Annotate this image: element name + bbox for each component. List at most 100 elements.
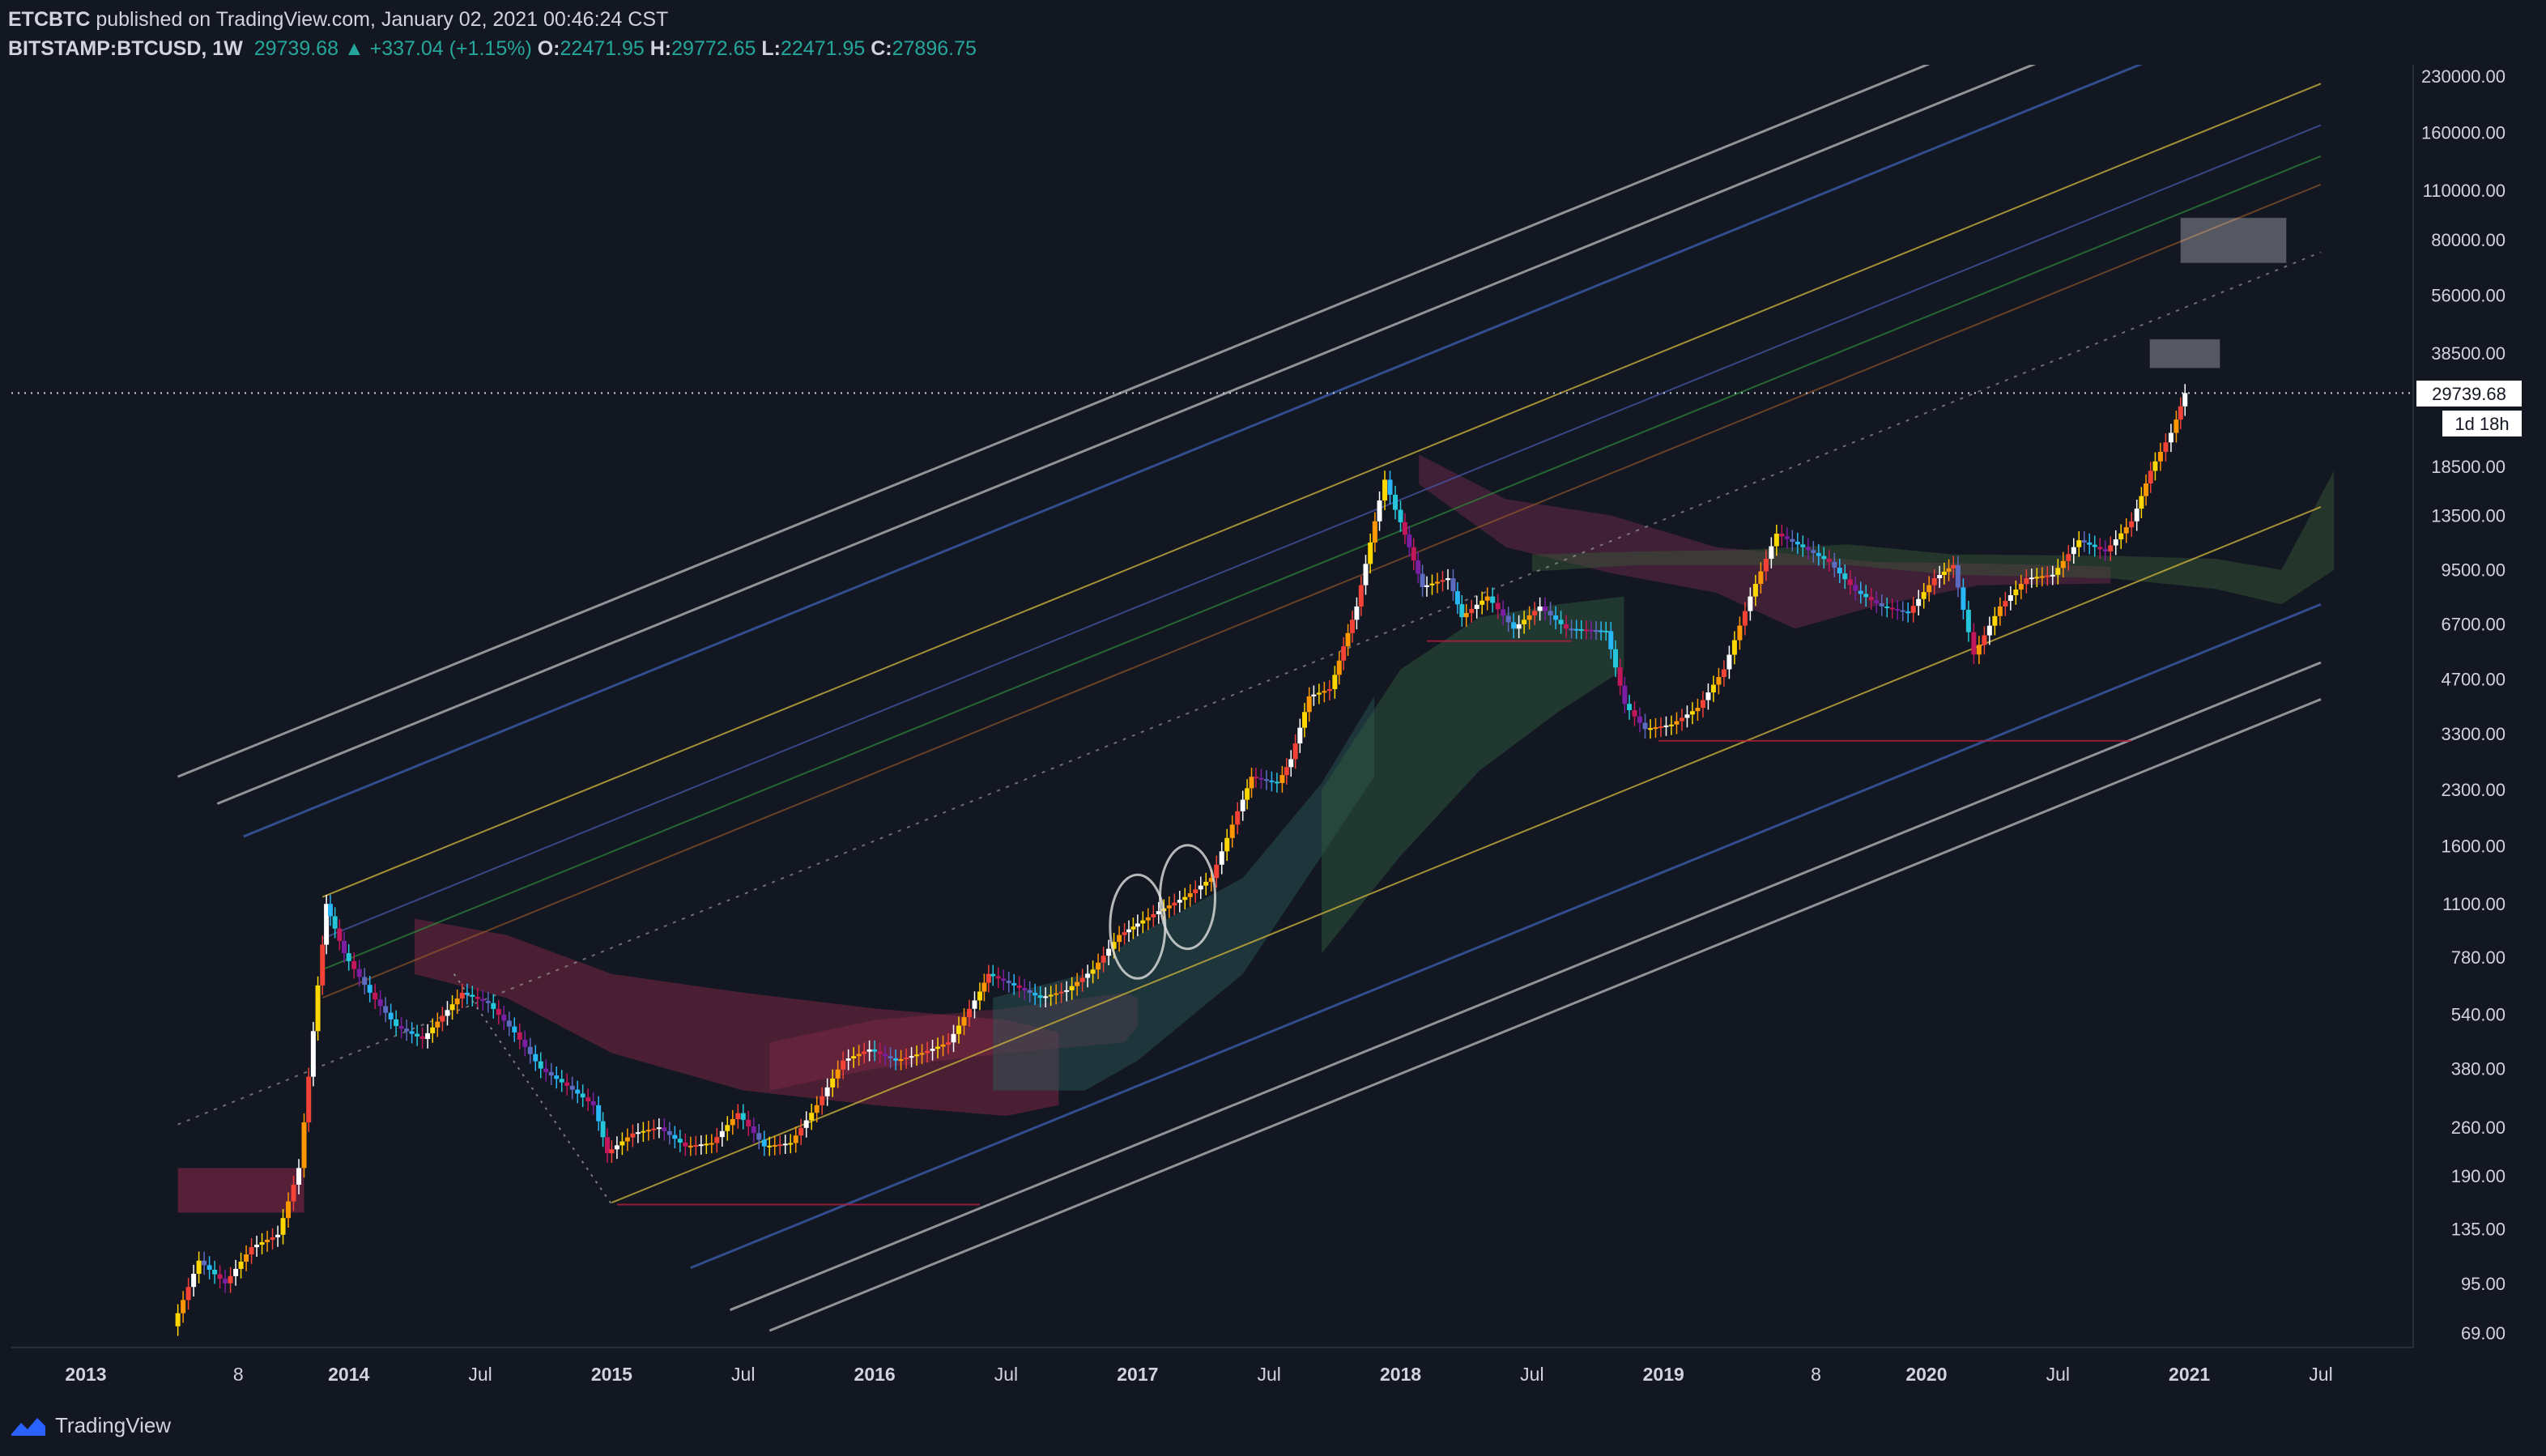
candle-body bbox=[1863, 594, 1869, 598]
last-price-marker: 29739.68 1d 18h bbox=[2416, 381, 2522, 436]
candle-body bbox=[956, 1025, 962, 1034]
y-tick-label: 230000.00 bbox=[2421, 66, 2506, 87]
candle-body bbox=[1166, 905, 1172, 909]
candle-body bbox=[856, 1054, 862, 1057]
y-tick-label: 4700.00 bbox=[2441, 669, 2506, 689]
y-axis[interactable]: 69.00 95.00 135.00 190.00 260.00 380.00 540.00… bbox=[2421, 66, 2506, 1343]
candle-body bbox=[265, 1239, 270, 1242]
candle-body bbox=[714, 1137, 720, 1143]
candle-body bbox=[1532, 611, 1538, 615]
candle-body bbox=[793, 1135, 798, 1143]
candle-body bbox=[782, 1143, 788, 1146]
candle-body bbox=[1058, 991, 1064, 994]
candle-body bbox=[1742, 611, 1748, 626]
y-tick-label: 160000.00 bbox=[2421, 122, 2506, 143]
candle-body bbox=[398, 1026, 404, 1029]
candle-body bbox=[1469, 608, 1475, 614]
candle-body bbox=[1588, 629, 1594, 632]
candle-body bbox=[1573, 628, 1579, 631]
channel-line bbox=[321, 155, 2322, 971]
candle-body bbox=[2173, 419, 2179, 433]
candle-body bbox=[1459, 604, 1465, 618]
price-change: ▲ +337.04 (+1.15%) bbox=[343, 37, 532, 60]
candle-body bbox=[2108, 545, 2114, 551]
candle-body bbox=[1800, 544, 1806, 547]
candle-body bbox=[191, 1273, 197, 1288]
candle-body bbox=[851, 1056, 857, 1059]
candle-body bbox=[575, 1089, 581, 1094]
candle-body bbox=[1921, 592, 1927, 599]
plot-area[interactable] bbox=[11, 65, 2413, 1347]
candle-body bbox=[1016, 985, 1022, 988]
candle-body bbox=[1274, 781, 1279, 784]
candle-body bbox=[2097, 547, 2103, 550]
candle-body bbox=[981, 982, 987, 992]
candle-body bbox=[233, 1268, 239, 1276]
candle-body bbox=[2113, 539, 2118, 546]
candle-body bbox=[1805, 547, 1811, 551]
countdown-box bbox=[2442, 411, 2522, 436]
x-tick-label: Jul bbox=[994, 1364, 1018, 1385]
candle-body bbox=[1187, 893, 1193, 897]
x-tick-label: 2020 bbox=[1905, 1364, 1947, 1385]
x-axis[interactable]: 2013 8 2014 Jul 2015 Jul 2016 Jul 2017 Jul 2018 Jul… bbox=[65, 1364, 2332, 1385]
candle-body bbox=[1837, 568, 1842, 574]
candle-body bbox=[2129, 521, 2135, 528]
candle-body bbox=[1345, 632, 1351, 647]
candle-body bbox=[2118, 533, 2124, 540]
candle-body bbox=[2157, 451, 2163, 462]
candle-body bbox=[1450, 578, 1456, 592]
candle-body bbox=[1842, 573, 1848, 580]
candle-body bbox=[1193, 889, 1198, 894]
candle-body bbox=[356, 969, 362, 977]
candle-body bbox=[1429, 583, 1435, 585]
candle-body bbox=[1763, 559, 1769, 572]
candle-body bbox=[740, 1113, 746, 1120]
publisher-name[interactable]: ETCBTC bbox=[8, 8, 91, 31]
candle-body bbox=[1608, 631, 1614, 649]
candle-body bbox=[995, 976, 1001, 979]
candle-body bbox=[1931, 578, 1937, 585]
candle-body bbox=[1617, 667, 1623, 686]
candle-body bbox=[1637, 716, 1643, 723]
candle-body bbox=[445, 1010, 450, 1016]
y-tick-label: 540.00 bbox=[2451, 1004, 2506, 1024]
publish-line: ETCBTC published on TradingView.com, Jan… bbox=[8, 5, 2357, 34]
y-tick-label: 260.00 bbox=[2451, 1118, 2506, 1138]
candle-body bbox=[761, 1139, 767, 1147]
candle-body bbox=[2148, 470, 2153, 484]
candle-body bbox=[1726, 654, 1732, 670]
candle-body bbox=[1085, 973, 1091, 978]
candle-body bbox=[449, 1004, 455, 1011]
bull-cloud-band bbox=[1531, 470, 2335, 605]
candle-body bbox=[883, 1054, 888, 1057]
symbol-label[interactable]: BITSTAMP:BTCUSD, 1W bbox=[8, 37, 243, 60]
candle-body bbox=[1416, 560, 1421, 574]
candle-body bbox=[454, 998, 460, 1005]
candle-body bbox=[1006, 981, 1011, 984]
x-tick-label: Jul bbox=[468, 1364, 492, 1385]
candle-body bbox=[1569, 628, 1574, 631]
candle-body bbox=[904, 1058, 909, 1060]
candle-body bbox=[580, 1093, 585, 1098]
ohlc-line: BITSTAMP:BTCUSD, 1W 29739.68 ▲ +337.04 (… bbox=[8, 34, 2357, 63]
candle-body bbox=[1079, 977, 1085, 982]
candle-body bbox=[925, 1050, 930, 1054]
candle-body bbox=[1679, 717, 1684, 722]
bull-cloud-band bbox=[1322, 596, 1624, 954]
candle-body bbox=[1151, 913, 1156, 917]
candle-body bbox=[1965, 610, 1971, 632]
tradingview-logo-icon[interactable] bbox=[10, 1413, 47, 1437]
candle-body bbox=[1069, 986, 1075, 990]
brand-name[interactable]: TradingView bbox=[55, 1412, 172, 1437]
candle-body bbox=[898, 1058, 904, 1061]
candle-body bbox=[440, 1015, 445, 1022]
candle-body bbox=[1769, 546, 1774, 560]
candle-body bbox=[296, 1168, 302, 1185]
candle-body bbox=[1889, 607, 1895, 610]
y-tick-label: 3300.00 bbox=[2441, 724, 2506, 744]
candle-body bbox=[337, 928, 343, 941]
candle-body bbox=[1393, 494, 1399, 510]
y-tick-label: 9500.00 bbox=[2441, 560, 2506, 581]
